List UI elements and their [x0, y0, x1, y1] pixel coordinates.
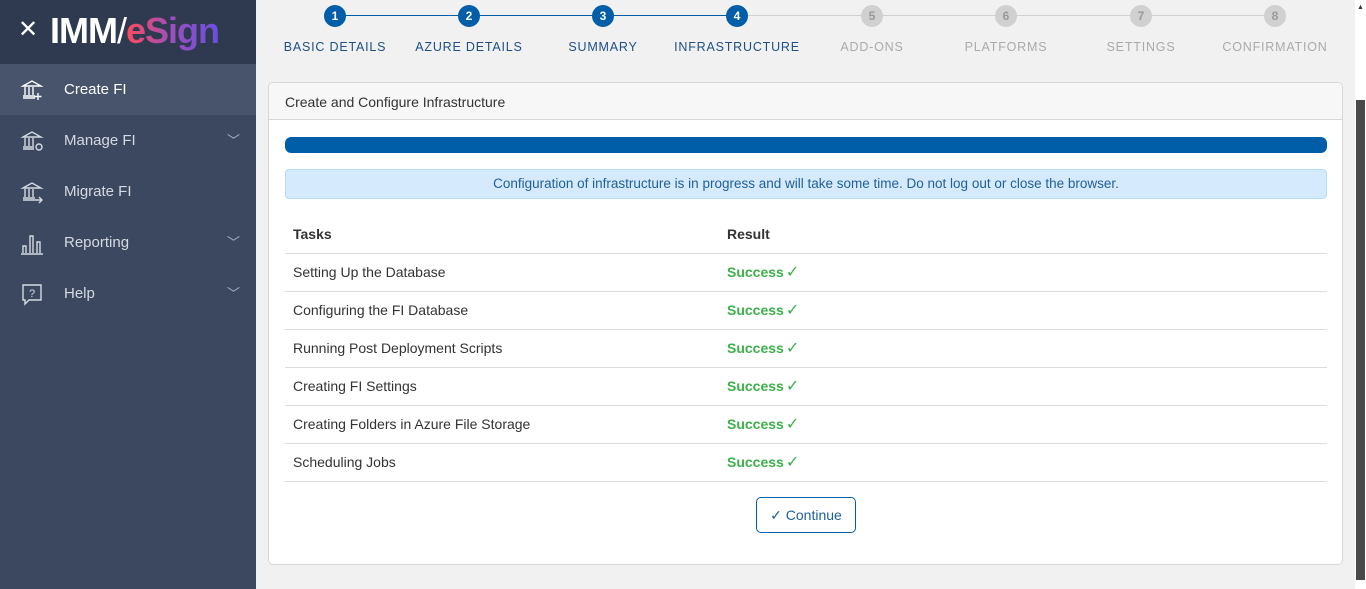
chevron-down-icon[interactable]: ﹀ [227, 235, 241, 250]
logo: IMM/eSign [50, 10, 220, 51]
step-3-circle[interactable]: 3 [592, 5, 614, 27]
table-row: Setting Up the Database Success ✓ [285, 253, 1327, 292]
continue-label: Continue [785, 506, 842, 523]
step-2-label[interactable]: AZURE DETAILS [415, 40, 523, 54]
result-text: Success [727, 264, 784, 280]
result-text: Success [727, 378, 784, 394]
step-2-circle[interactable]: 2 [458, 5, 480, 27]
task-name: Setting Up the Database [285, 253, 719, 292]
sidebar-item-create-fi[interactable]: Create FI [0, 64, 256, 115]
result-text: Success [727, 302, 784, 318]
bank-plus-icon [20, 80, 44, 100]
step-connector [737, 15, 872, 16]
step-connector [1006, 15, 1141, 16]
step-7-circle[interactable]: 7 [1130, 5, 1152, 27]
sidebar-item-migrate-fi[interactable]: Migrate FI [0, 166, 256, 217]
result-text: Success [727, 340, 784, 356]
step-4-circle[interactable]: 4 [726, 5, 748, 27]
sidebar-item-help[interactable]: ? Help ﹀ [0, 268, 256, 319]
check-icon: ✓ [785, 378, 800, 395]
chevron-down-icon[interactable]: ﹀ [227, 133, 241, 148]
step-connector [1141, 15, 1275, 16]
result-text: Success [727, 416, 784, 432]
step-5-circle[interactable]: 5 [861, 5, 883, 27]
task-name: Scheduling Jobs [285, 443, 719, 482]
step-1-circle[interactable]: 1 [324, 5, 346, 27]
sidebar-item-label: Manage FI [64, 132, 136, 149]
sidebar-item-label: Migrate FI [64, 183, 132, 200]
table-row: Running Post Deployment Scripts Success ✓ [285, 329, 1327, 368]
column-header-tasks: Tasks [285, 215, 719, 254]
scroll-up-icon[interactable]: ▲ [1357, 4, 1364, 11]
table-row: Creating Folders in Azure File Storage Su… [285, 405, 1327, 444]
bank-arrow-icon [20, 182, 44, 204]
continue-button[interactable]: ✓ Continue [756, 497, 856, 533]
card-title: Create and Configure Infrastructure [269, 83, 1342, 120]
step-6-circle[interactable]: 6 [995, 5, 1017, 27]
progress-fill [285, 137, 1327, 153]
task-result: Success ✓ [719, 291, 1327, 330]
task-result: Success ✓ [719, 329, 1327, 368]
scrollbar-thumb[interactable] [1356, 100, 1365, 580]
step-4-label[interactable]: INFRASTRUCTURE [674, 40, 800, 54]
task-result: Success ✓ [719, 443, 1327, 482]
check-icon: ✓ [785, 340, 800, 357]
bar-chart-icon [21, 235, 43, 255]
check-icon: ✓ [785, 416, 800, 433]
chevron-down-icon[interactable]: ﹀ [227, 286, 241, 301]
bank-gear-icon [20, 131, 44, 151]
check-icon: ✓ [785, 454, 800, 471]
sidebar-item-manage-fi[interactable]: Manage FI ﹀ [0, 115, 256, 166]
sidebar-item-label: Reporting [64, 234, 130, 251]
sidebar-item-label: Create FI [64, 81, 127, 98]
scrollbar[interactable]: ▲ [1355, 0, 1366, 589]
check-icon: ✓ [770, 506, 786, 523]
sidebar-item-reporting[interactable]: Reporting ﹀ [0, 217, 256, 268]
task-name: Running Post Deployment Scripts [285, 329, 719, 368]
task-result: Success ✓ [719, 253, 1327, 292]
step-connector [469, 15, 603, 16]
result-text: Success [727, 454, 784, 470]
infrastructure-card: Create and Configure Infrastructure Conf… [268, 82, 1343, 565]
step-connector [872, 15, 1006, 16]
step-1-label[interactable]: BASIC DETAILS [283, 40, 387, 54]
info-alert: Configuration of infrastructure is in pr… [285, 169, 1327, 199]
step-8-circle[interactable]: 8 [1264, 5, 1286, 27]
task-name: Creating Folders in Azure File Storage [285, 405, 719, 444]
table-row: Creating FI Settings Success ✓ [285, 367, 1327, 406]
sidebar: ✕ IMM/eSign Create FI Manage FI ﹀ Migrate F… [0, 0, 256, 589]
svg-text:?: ? [29, 288, 35, 300]
step-8-label[interactable]: CONFIRMATION [1222, 40, 1328, 54]
table-row: Scheduling Jobs Success ✓ [285, 443, 1327, 482]
check-icon: ✓ [785, 302, 800, 319]
step-6-label[interactable]: PLATFORMS [964, 40, 1048, 54]
sidebar-item-label: Help [64, 285, 95, 302]
tasks-table: Tasks Result Setting Up the Database Succ… [285, 215, 1327, 482]
help-bubble-icon: ? [22, 284, 42, 306]
task-name: Creating FI Settings [285, 367, 719, 406]
task-name: Configuring the FI Database [285, 291, 719, 330]
progress-bar [285, 137, 1327, 153]
step-connector [603, 15, 737, 16]
task-result: Success ✓ [719, 367, 1327, 406]
step-5-label[interactable]: ADD-ONS [840, 40, 904, 54]
close-icon[interactable]: ✕ [18, 16, 39, 43]
check-icon: ✓ [785, 264, 800, 281]
column-header-result: Result [719, 215, 1327, 254]
task-result: Success ✓ [719, 405, 1327, 444]
stepper: 1 BASIC DETAILS 2 AZURE DETAILS 3 SUMMARY 4 INF… [256, 0, 1356, 70]
step-7-label[interactable]: SETTINGS [1106, 40, 1176, 54]
sidebar-header: ✕ IMM/eSign [0, 0, 256, 64]
table-row: Configuring the FI Database Success ✓ [285, 291, 1327, 330]
step-connector [335, 15, 469, 16]
step-3-label[interactable]: SUMMARY [568, 40, 638, 54]
